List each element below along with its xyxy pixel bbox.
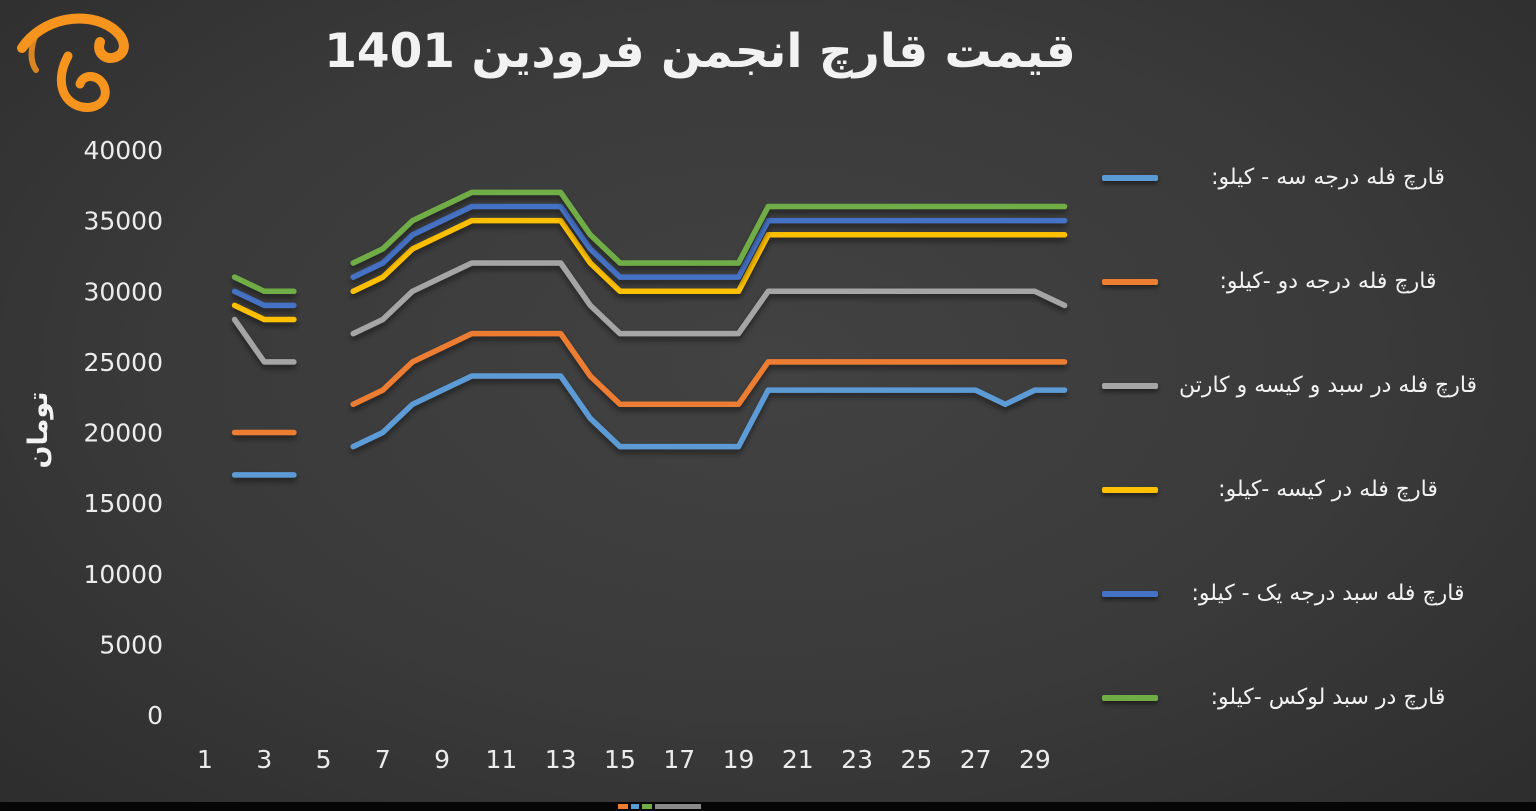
y-tick-label: 35000 <box>83 207 163 236</box>
legend-swatch-bulk-basket-bag-carton <box>1102 383 1158 389</box>
legend-item-bulk-grade-two: قارچ فله درجه دو -کیلو: <box>1102 230 1490 334</box>
legend-item-bulk-in-bag: قارچ فله در کیسه -کیلو: <box>1102 438 1490 542</box>
x-tick-label: 23 <box>841 745 873 774</box>
legend-swatch-bulk-grade-two <box>1102 279 1158 285</box>
y-tick-label: 10000 <box>83 560 163 589</box>
legend-label-bulk-basket-grade-one: قارچ فله سبد درجه یک - کیلو: <box>1191 581 1465 607</box>
series-line-bulk-basket-grade-one <box>231 203 1068 309</box>
bottom-strip <box>0 802 1536 811</box>
x-tick-label: 3 <box>256 745 272 774</box>
legend-swatch-luxury-basket <box>1102 695 1158 701</box>
brand-logo <box>6 4 146 129</box>
x-tick-label: 5 <box>316 745 332 774</box>
x-tick-label: 27 <box>960 745 992 774</box>
x-tick-label: 11 <box>485 745 517 774</box>
bottom-strip-segment-1 <box>618 804 628 809</box>
bottom-strip-segment-4 <box>655 804 701 809</box>
chart-title: قیمت قارچ انجمن فرودین 1401 <box>324 24 1076 79</box>
legend-item-bulk-basket-bag-carton: قارچ فله در سبد و کیسه و کارتن <box>1102 334 1490 438</box>
y-tick-label: 15000 <box>83 489 163 518</box>
legend-label-bulk-grade-three: قارچ فله درجه سه - کیلو: <box>1211 165 1445 191</box>
legend-label-bulk-basket-bag-carton: قارچ فله در سبد و کیسه و کارتن <box>1178 373 1478 399</box>
y-tick-label: 20000 <box>83 419 163 448</box>
series-line-luxury-basket <box>231 189 1068 295</box>
legend-swatch-bulk-basket-grade-one <box>1102 591 1158 597</box>
legend-swatch-bulk-grade-three <box>1102 175 1158 181</box>
y-tick-label: 0 <box>147 701 163 730</box>
series-line-bulk-in-bag <box>231 217 1068 323</box>
x-tick-label: 7 <box>375 745 391 774</box>
y-tick-label: 5000 <box>99 630 163 659</box>
legend-item-bulk-grade-three: قارچ فله درجه سه - کیلو: <box>1102 126 1490 230</box>
legend-item-bulk-basket-grade-one: قارچ فله سبد درجه یک - کیلو: <box>1102 542 1490 646</box>
y-tick-label: 30000 <box>83 277 163 306</box>
brand-logo-icon <box>17 13 129 112</box>
series-line-bulk-basket-bag-carton <box>231 260 1068 365</box>
legend-label-bulk-grade-two: قارچ فله درجه دو -کیلو: <box>1219 269 1437 295</box>
x-tick-label: 15 <box>604 745 636 774</box>
y-tick-label: 25000 <box>83 348 163 377</box>
x-tick-label: 25 <box>900 745 932 774</box>
x-tick-label: 19 <box>723 745 755 774</box>
x-tick-label: 13 <box>545 745 577 774</box>
series-line-bulk-grade-three <box>231 373 1068 478</box>
series-line-bulk-grade-two <box>231 330 1068 436</box>
x-tick-label: 9 <box>434 745 450 774</box>
x-tick-label: 29 <box>1019 745 1051 774</box>
y-tick-label: 40000 <box>83 136 163 165</box>
bottom-strip-segment-3 <box>642 804 652 809</box>
bottom-strip-segment-2 <box>631 804 639 809</box>
x-tick-label: 17 <box>663 745 695 774</box>
legend-swatch-bulk-in-bag <box>1102 487 1158 493</box>
x-tick-label: 21 <box>782 745 814 774</box>
legend-item-luxury-basket: قارچ در سبد لوکس -کیلو: <box>1102 646 1490 750</box>
chart-legend: قارچ فله درجه سه - کیلو: قارچ فله درجه دو… <box>1102 126 1490 750</box>
x-tick-label: 1 <box>197 745 213 774</box>
legend-label-bulk-in-bag: قارچ فله در کیسه -کیلو: <box>1218 477 1438 503</box>
legend-label-luxury-basket: قارچ در سبد لوکس -کیلو: <box>1210 685 1446 711</box>
